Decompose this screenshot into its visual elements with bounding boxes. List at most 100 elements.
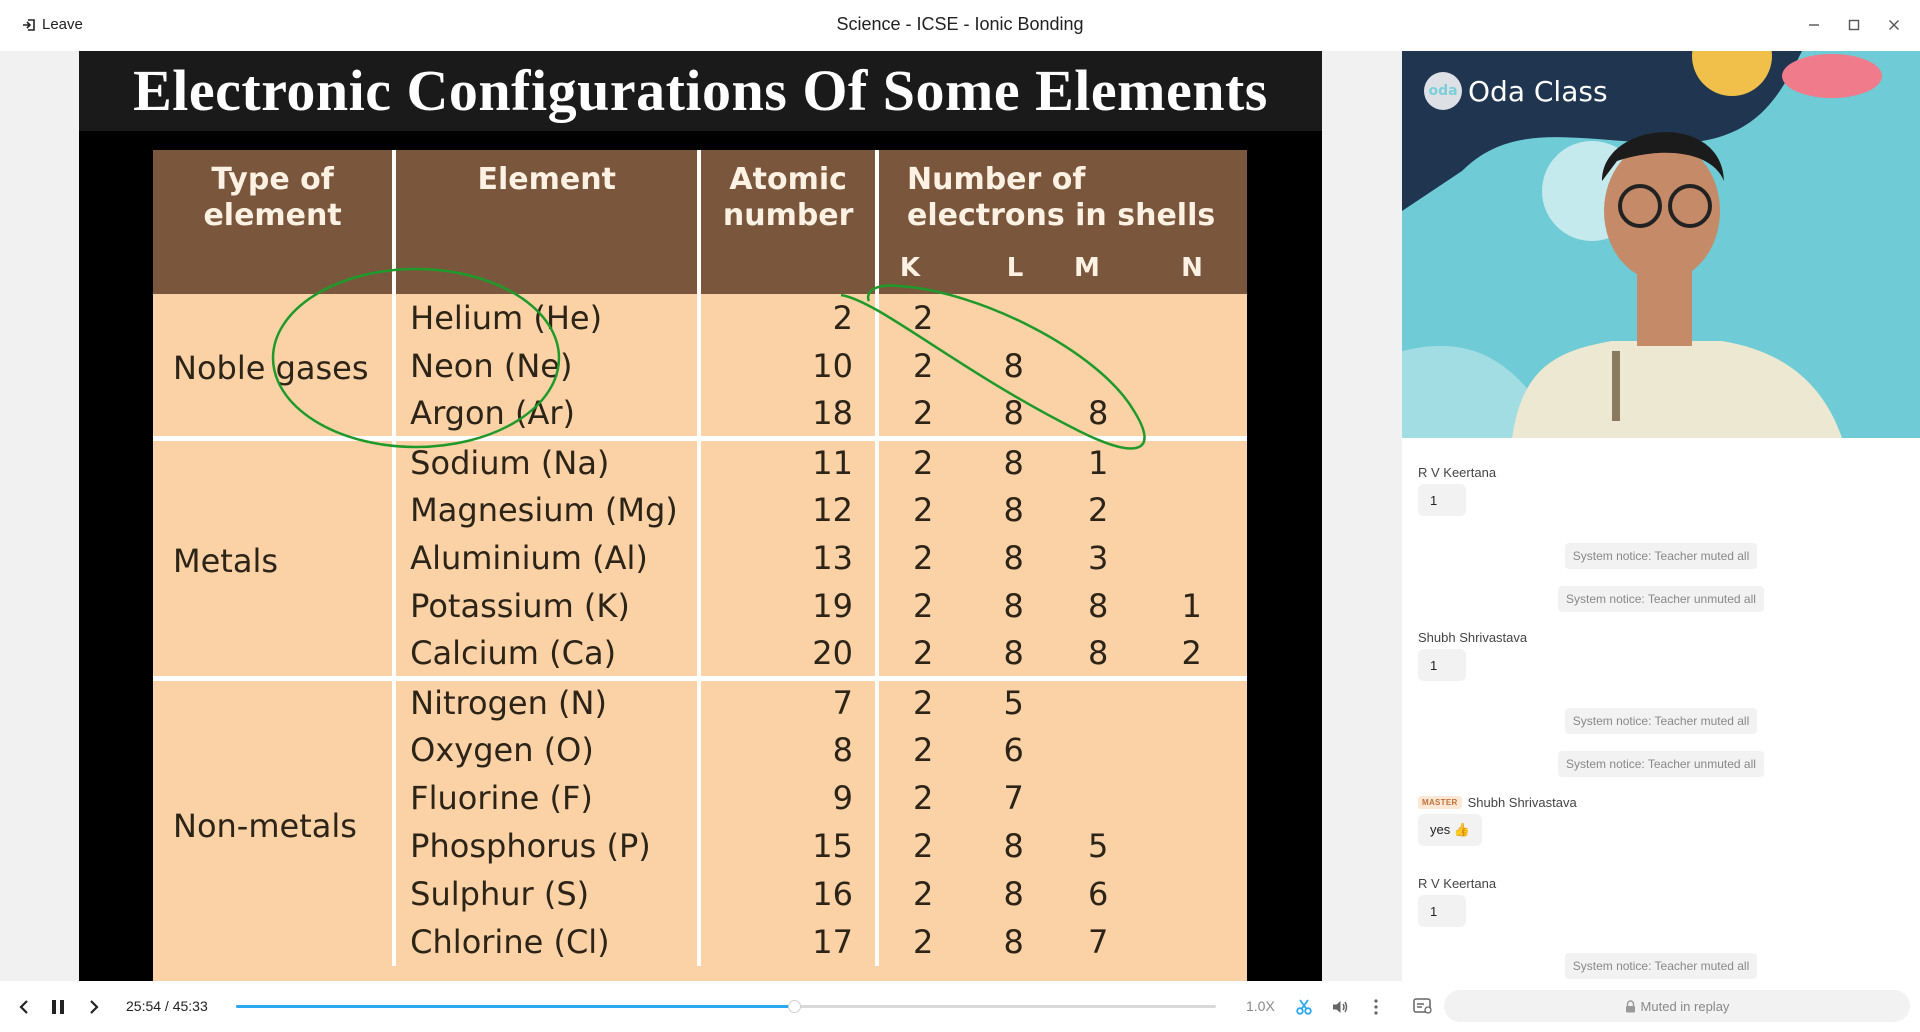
shell-m-cell: 8 — [1087, 587, 1109, 625]
shell-l-cell: 8 — [1003, 587, 1024, 625]
chat-author: Shubh Shrivastava — [1418, 630, 1528, 645]
atomic-cell: 8 — [699, 726, 879, 774]
header-shells: Number of electrons in shells K L M N — [876, 150, 1247, 294]
close-button[interactable] — [1883, 14, 1905, 36]
shell-headers: K L M N — [900, 250, 1247, 294]
shell-n-cell: 1 — [1181, 587, 1202, 625]
shell-n-cell — [1136, 390, 1247, 438]
window-title: Science - ICSE - Ionic Bonding — [836, 14, 1084, 34]
shell-n-cell: 2 — [1181, 633, 1202, 672]
maximize-button[interactable] — [1843, 14, 1865, 36]
element-cell: Nitrogen (N) — [394, 675, 702, 726]
oda-class-logo: oda Oda Class — [1424, 72, 1608, 110]
clip-button[interactable] — [1292, 995, 1316, 1019]
table-row: Sulphur (S) 16 2 8 6 — [153, 870, 1247, 918]
table-row: Chlorine (Cl) 17 2 8 7 — [153, 918, 1247, 966]
progress-fill — [236, 1005, 794, 1008]
system-notice: System notice: Teacher muted all — [1402, 543, 1920, 569]
shell-l-cell: 6 — [1003, 731, 1024, 769]
shell-n-cell — [1136, 918, 1247, 966]
shell-l-cell: 7 — [1003, 779, 1024, 817]
pause-button[interactable] — [46, 995, 70, 1019]
atomic-cell: 13 — [699, 534, 879, 582]
volume-button[interactable] — [1328, 995, 1352, 1019]
atomic-cell: 10 — [699, 342, 879, 390]
configuration-table-image: Type of element Element Atomic number Nu… — [153, 150, 1247, 981]
atomic-cell: 12 — [699, 486, 879, 534]
previous-button[interactable] — [12, 995, 36, 1019]
atomic-cell: 2 — [699, 294, 879, 342]
table-row: Oxygen (O) 8 2 6 — [153, 726, 1247, 774]
shell-m-cell: 8 — [1087, 393, 1109, 432]
atomic-cell: 7 — [699, 675, 879, 726]
atomic-cell: 18 — [699, 390, 879, 438]
chat-message: yes 👍 — [1418, 814, 1483, 846]
table-row: Noble gases Helium (He) 2 2 — [153, 294, 1247, 438]
close-icon — [1889, 20, 1899, 30]
table-row: Aluminium (Al) 13 2 8 3 — [153, 534, 1247, 582]
slide-title: Electronic Configurations Of Some Elemen… — [79, 51, 1322, 131]
element-cell: Chlorine (Cl) — [394, 918, 702, 966]
progress-bar[interactable] — [236, 1000, 1216, 1013]
element-cell: Neon (Ne) — [394, 342, 702, 390]
leave-label: Leave — [42, 16, 83, 33]
header-l: L — [1006, 253, 1024, 283]
atomic-cell: 11 — [699, 435, 879, 486]
element-cell: Calcium (Ca) — [394, 630, 702, 678]
shell-m-cell: 7 — [1087, 923, 1109, 961]
shell-m-cell — [1060, 774, 1136, 822]
minimize-icon — [1809, 24, 1819, 26]
shell-m-cell — [1060, 342, 1136, 390]
table-row: Magnesium (Mg) 12 2 8 2 — [153, 486, 1247, 534]
header-type: Type of element — [153, 150, 397, 294]
atomic-cell: 17 — [699, 918, 879, 966]
shell-l-cell: 8 — [1003, 633, 1024, 672]
system-notice-text: System notice: Teacher unmuted all — [1558, 751, 1764, 777]
slide: Electronic Configurations Of Some Elemen… — [79, 51, 1322, 981]
shell-k-cell: 2 — [876, 675, 968, 726]
shell-k-cell: 2 — [913, 587, 934, 625]
progress-handle[interactable] — [787, 1000, 801, 1013]
next-button[interactable] — [82, 995, 106, 1019]
type-cell: Non-metals — [153, 675, 397, 966]
lesson-player: Electronic Configurations Of Some Elemen… — [0, 51, 1402, 981]
leave-button[interactable]: Leave — [22, 16, 83, 33]
shell-k-cell: 2 — [913, 923, 934, 961]
element-cell: Fluorine (F) — [394, 774, 702, 822]
shell-n-cell — [1136, 774, 1247, 822]
shell-k-cell: 2 — [913, 393, 934, 432]
maximize-icon — [1848, 19, 1860, 31]
chat-feed: R V Keertana 1 System notice: Teacher mu… — [1402, 438, 1920, 981]
shell-k-cell: 2 — [913, 731, 934, 769]
shell-n-cell — [1136, 486, 1247, 534]
system-notice: System notice: Teacher muted all — [1402, 708, 1920, 734]
shell-k-cell: 2 — [913, 875, 934, 913]
header-atomic-number: Atomic number — [699, 150, 879, 294]
chevron-left-icon — [19, 1000, 28, 1014]
chat-message: 1 — [1418, 895, 1466, 927]
element-cell: Sodium (Na) — [394, 435, 702, 486]
shell-l-cell — [967, 294, 1060, 342]
shell-m-cell: 2 — [1087, 491, 1109, 529]
atomic-cell: 16 — [699, 870, 879, 918]
shell-k-cell: 2 — [913, 827, 934, 865]
teacher-video: oda Oda Class — [1402, 51, 1920, 438]
system-notice: System notice: Teacher muted all — [1402, 953, 1920, 979]
shell-l-cell: 8 — [1003, 827, 1024, 865]
more-options-button[interactable] — [1364, 995, 1388, 1019]
chat-settings-icon[interactable] — [1412, 996, 1434, 1016]
speed-button[interactable]: 1.0X — [1246, 998, 1275, 1014]
minimize-button[interactable] — [1803, 14, 1825, 36]
system-notice-text: System notice: Teacher muted all — [1564, 708, 1758, 734]
shell-n-cell — [1136, 534, 1247, 582]
playback-time: 25:54 / 45:33 — [126, 998, 208, 1014]
system-notice-text: System notice: Teacher unmuted all — [1558, 586, 1764, 612]
shell-m-cell — [1060, 726, 1136, 774]
type-cell: Noble gases — [153, 294, 397, 438]
header-element: Element — [394, 150, 702, 294]
master-badge: MASTER — [1418, 796, 1462, 809]
shell-l-cell: 8 — [1003, 875, 1024, 913]
muted-label: Muted in replay — [1640, 998, 1730, 1014]
more-vertical-icon — [1374, 999, 1378, 1015]
chat-message: 1 — [1418, 484, 1466, 516]
